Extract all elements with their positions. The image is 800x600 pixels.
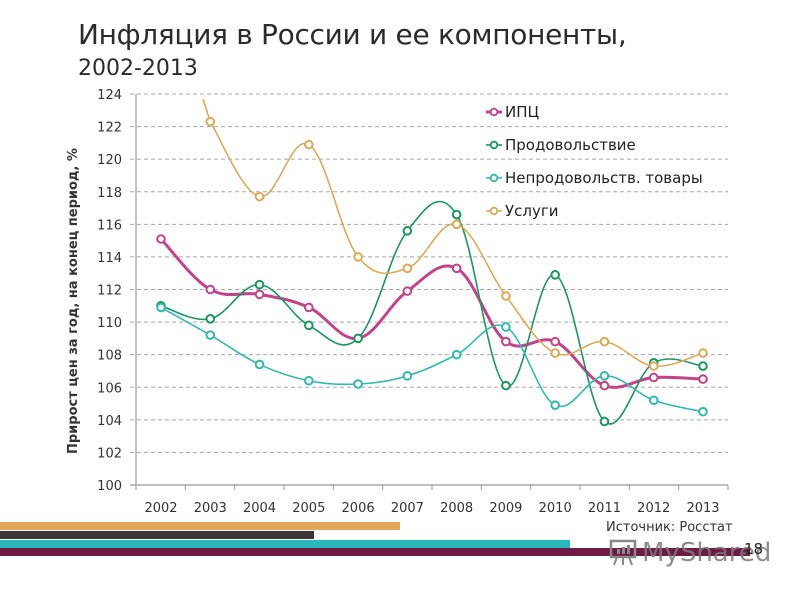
data-point [501,291,511,301]
data-point [304,302,314,313]
series-line [159,237,704,389]
y-tick-label: 118 [97,186,122,201]
data-point [451,219,462,230]
legend-item: ИПЦ [486,103,540,121]
data-point [501,380,511,391]
watermark-logo: MyShared [642,538,772,568]
data-point [402,286,413,296]
data-point [451,209,462,220]
data-point [451,349,462,360]
data-point [550,400,560,410]
data-point [599,416,610,427]
x-tick-label: 2012 [637,501,670,516]
data-point [304,375,314,386]
data-point [205,116,216,127]
data-point [648,361,659,371]
y-tick-label: 108 [97,349,122,364]
data-point [599,371,610,381]
data-point [698,406,708,417]
y-tick-label: 100 [97,479,122,494]
decor-stripe-teal [0,540,570,548]
data-point [254,359,265,370]
legend-label: ИПЦ [505,103,540,121]
decor-stripe-orange [0,522,400,530]
source-note: Источник: Росстат [606,520,733,535]
gridlines [130,93,728,453]
data-point [402,226,413,236]
data-point [550,270,560,280]
x-tick-label: 2011 [588,501,621,516]
data-point [156,302,166,313]
y-tick-label: 110 [97,316,122,331]
data-point [353,252,363,262]
data-point [205,314,216,324]
y-tick-label: 106 [97,381,122,396]
x-tick-label: 2007 [391,501,424,516]
y-tick-label: 124 [97,88,122,103]
series-Продовольствие [156,200,708,427]
data-point [648,372,659,383]
data-point [648,395,659,406]
data-point [254,191,265,202]
data-point [205,330,216,340]
series-lines [156,98,708,427]
x-tick-label: 2010 [539,501,572,516]
data-point [402,371,413,381]
data-point [304,139,314,150]
y-tick-label: 114 [97,251,122,266]
data-point [205,284,216,295]
data-point [698,374,708,384]
data-point [451,263,462,274]
data-point [698,348,708,358]
series-line [160,306,704,413]
y-tick-label: 102 [97,446,122,461]
decor-stripe-maroon [0,548,750,556]
x-tick-label: 2003 [194,501,227,516]
y-tick-label: 112 [97,284,122,299]
legend: ИПЦ Продовольствие Непродовольств. товары У… [486,103,703,220]
y-tick-label: 120 [97,153,122,168]
page-number: 18 [744,540,764,558]
data-point [698,361,708,371]
page-title: Инфляция в России и ее компоненты, [78,18,627,51]
data-point [550,348,560,358]
data-point [599,336,610,347]
y-tick-label: 122 [97,121,122,136]
data-point [353,333,363,344]
presentation-icon [609,539,637,566]
legend-label: Непродовольств. товары [505,169,703,187]
legend-item: Услуги [486,202,558,220]
data-point [501,322,511,332]
legend-label: Продовольствие [505,136,636,154]
data-point [304,320,314,331]
data-point [254,279,265,290]
legend-item: Непродовольств. товары [486,169,703,187]
series-Непродовольств. товары [156,302,708,417]
x-tick-label: 2004 [243,501,276,516]
x-tick-label: 2008 [440,501,473,516]
data-point [254,289,265,300]
legend-item: Продовольствие [486,136,636,154]
series-line [209,121,704,367]
series-Услуги [202,98,708,371]
data-point [353,379,363,389]
x-tick-label: 2009 [489,501,522,516]
x-tick-label: 2002 [144,501,177,516]
data-point [501,336,511,347]
x-tick-label: 2013 [686,501,719,516]
data-point [550,336,560,347]
legend-label: Услуги [505,202,558,220]
axes: 100 102 104 106 108 110 112 114 116 118 120 122 124 2… [97,88,729,516]
decor-stripe-dark [0,531,314,539]
x-tick-label: 2006 [342,501,375,516]
data-point [156,234,166,244]
series-line [160,200,704,425]
y-tick-label: 116 [97,218,122,233]
x-tick-label: 2005 [292,501,325,516]
y-tick-label: 104 [97,414,122,429]
page-subtitle: 2002-2013 [78,56,198,81]
data-point [599,380,610,391]
data-point [402,263,413,274]
